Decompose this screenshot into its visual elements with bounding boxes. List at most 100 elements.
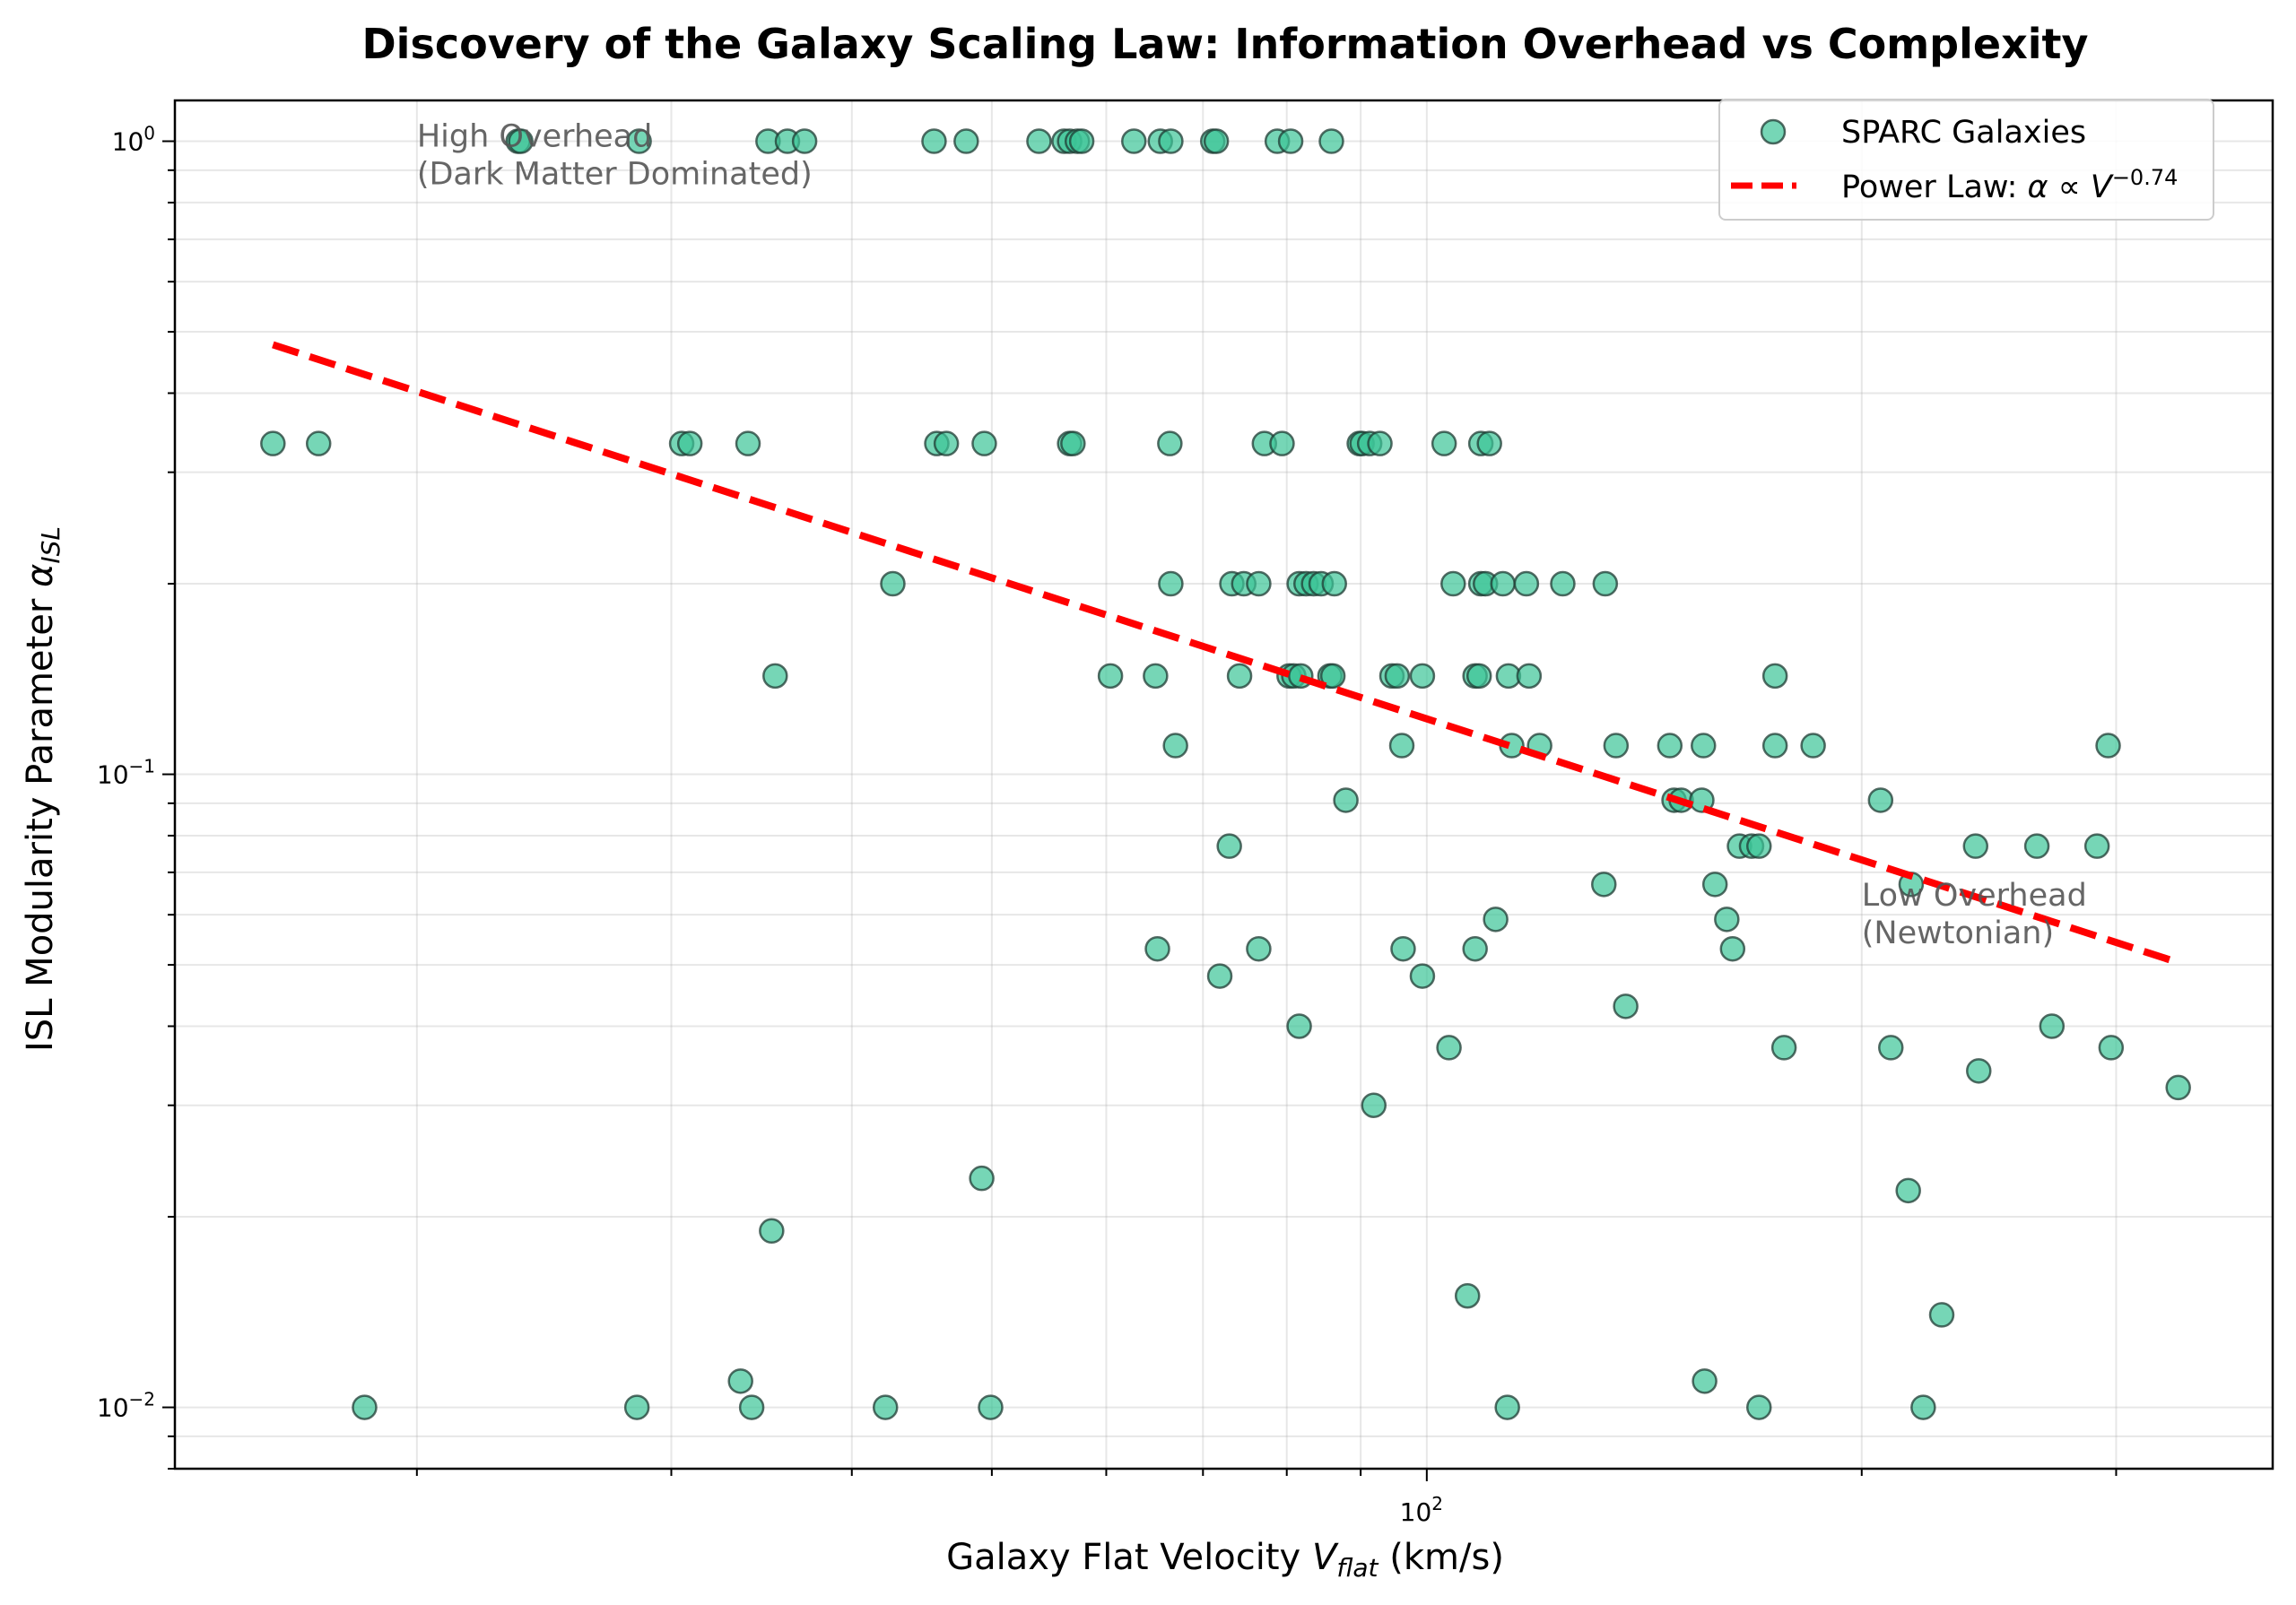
legend-marker-icon [1760, 118, 1787, 145]
data-point [1692, 1368, 1718, 1394]
data-point [352, 1394, 378, 1420]
data-point [1286, 1013, 1312, 1039]
legend: SPARC Galaxies Power Law: α ∝ V−0.74 [1718, 99, 2214, 221]
data-point [1068, 128, 1095, 154]
data-point [738, 1394, 765, 1420]
data-point [260, 430, 286, 456]
chart-title: Discovery of the Galaxy Scaling Law: Inf… [362, 20, 2089, 68]
data-point [1462, 935, 1488, 962]
data-point [1465, 663, 1492, 690]
data-point [623, 1394, 650, 1420]
data-point [1928, 1302, 1955, 1328]
data-point [1162, 733, 1188, 759]
legend-label-powerlaw: Power Law: α ∝ V−0.74 [1841, 165, 2178, 205]
grid-layer [175, 100, 2273, 1470]
data-point [1895, 1177, 1921, 1204]
x-axis-label-text: Galaxy Flat Velocity [946, 1537, 1312, 1578]
data-point [1143, 663, 1169, 690]
data-point [1613, 993, 1639, 1019]
data-point [2098, 1035, 2125, 1061]
data-point [1701, 872, 1728, 898]
data-point [626, 128, 652, 154]
data-point [1097, 663, 1124, 690]
legend-powerlaw-math: α ∝ V [2028, 169, 2114, 205]
data-point [676, 430, 703, 456]
data-point [1026, 128, 1052, 154]
data-point [1333, 787, 1359, 813]
data-point [1761, 733, 1788, 759]
data-point [1277, 128, 1304, 154]
plot-area: High Overhead (Dark Matter Dominated) Low … [97, 99, 2274, 1527]
data-point [1409, 663, 1436, 690]
legend-box [1718, 99, 2214, 221]
data-point [1513, 570, 1540, 597]
axes-layer: 102 100 10−1 10−2 [97, 99, 2274, 1527]
data-point [872, 1394, 899, 1420]
legend-powerlaw-text: Power Law: [1841, 169, 2028, 205]
data-point [1746, 833, 1772, 859]
data-point [727, 1368, 753, 1394]
data-point [1206, 963, 1233, 989]
y-axis-label-var: α [20, 564, 61, 587]
data-point [1910, 1394, 1936, 1420]
y-tick-label: 10−2 [97, 1389, 155, 1423]
data-point [1319, 663, 1346, 690]
fit-layer [272, 341, 2179, 967]
y-tick-label: 100 [112, 123, 155, 157]
data-point [1454, 1283, 1481, 1309]
data-point [1657, 733, 1683, 759]
data-point [1246, 935, 1272, 962]
annotation-high-overhead: High Overhead (Dark Matter Dominated) [417, 119, 813, 193]
data-point [1120, 128, 1147, 154]
y-axis-label: ISL Modularity Parameter αISL [20, 526, 65, 1052]
data-point [1246, 570, 1272, 597]
data-point [1390, 935, 1416, 962]
data-point [1318, 128, 1344, 154]
x-tick-label: 102 [1400, 1493, 1443, 1527]
data-point [1158, 570, 1184, 597]
data-point [1476, 430, 1502, 456]
data-point [1436, 1035, 1462, 1061]
data-point [1483, 907, 1509, 933]
data-point [933, 430, 960, 456]
data-point [1591, 872, 1617, 898]
data-point [1367, 430, 1393, 456]
points-layer [260, 128, 2191, 1420]
data-point [1158, 128, 1184, 154]
data-point [880, 570, 906, 597]
data-point [791, 128, 818, 154]
data-point [508, 128, 534, 154]
legend-label-sparc: SPARC Galaxies [1841, 115, 2086, 151]
data-point [1689, 787, 1715, 813]
data-point [1962, 833, 1989, 859]
data-point [1060, 430, 1086, 456]
data-point [1440, 570, 1466, 597]
data-point [762, 663, 788, 690]
data-point [1388, 733, 1415, 759]
data-point [1516, 663, 1543, 690]
data-point [1269, 430, 1295, 456]
y-axis-label-sub: ISL [36, 526, 65, 564]
data-point [1966, 1058, 1992, 1084]
y-axis-label-text: ISL Modularity Parameter [20, 587, 61, 1052]
data-point [1157, 430, 1183, 456]
data-point [735, 430, 761, 456]
legend-powerlaw-exponent: −0.74 [2112, 165, 2179, 190]
data-point [1770, 1035, 1797, 1061]
data-point [1384, 663, 1411, 690]
data-point [1490, 570, 1516, 597]
power-law-fit-line [272, 341, 2179, 967]
data-point [2083, 833, 2110, 859]
data-point [305, 430, 332, 456]
y-tick-label: 10−1 [97, 756, 155, 790]
data-point [1321, 570, 1348, 597]
data-point [1226, 663, 1253, 690]
data-point [2023, 833, 2050, 859]
data-point [1714, 907, 1740, 933]
data-point [1800, 733, 1826, 759]
x-axis-label-unit: (km/s) [1378, 1537, 1504, 1578]
data-point [1691, 733, 1717, 759]
data-point [1203, 128, 1230, 154]
data-point [971, 430, 997, 456]
